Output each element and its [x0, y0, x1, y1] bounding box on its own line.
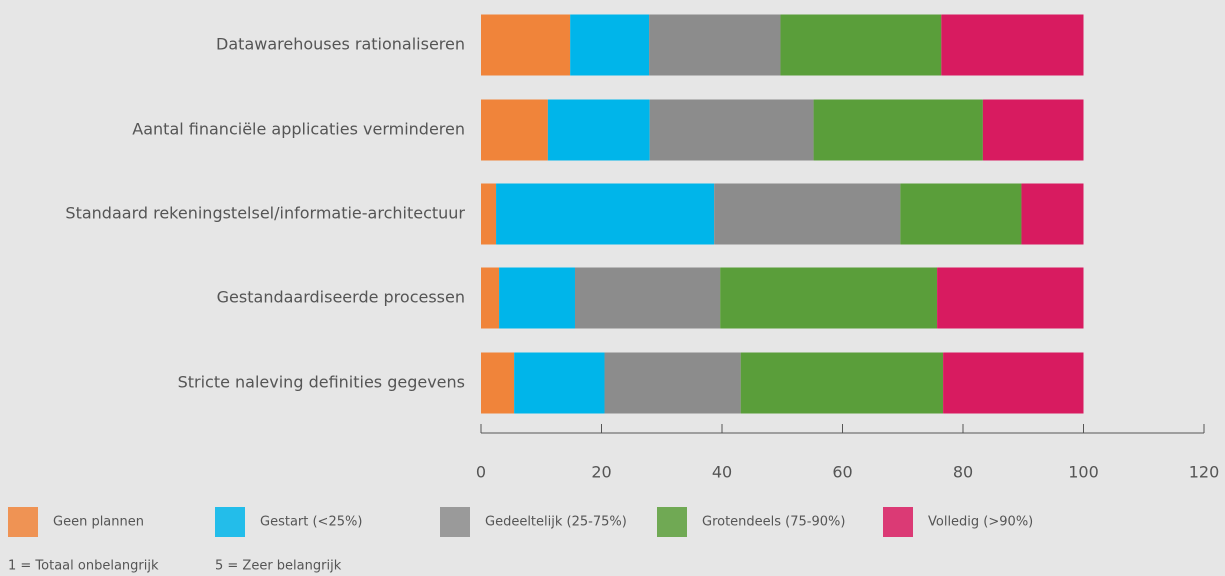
x-tick-label: 120	[1189, 463, 1220, 482]
bar-segment	[649, 99, 814, 161]
bar-segment	[740, 352, 944, 414]
bar-segment	[481, 99, 548, 161]
bar-segment	[780, 14, 942, 76]
bar-segment	[604, 352, 741, 414]
bar-segment	[649, 14, 781, 76]
legend-label: Geen plannen	[53, 515, 144, 530]
x-tick-label: 0	[476, 463, 486, 482]
category-label: Stricte naleving definities gegevens	[178, 373, 465, 392]
category-label: Standaard rekeningstelsel/informatie-arc…	[65, 204, 465, 223]
bar-segment	[1021, 183, 1084, 245]
bar-segment	[714, 183, 901, 245]
legend-label: Volledig (>90%)	[928, 515, 1033, 530]
x-tick-label: 40	[712, 463, 732, 482]
category-label: Aantal financiële applicaties vermindere…	[132, 120, 465, 139]
x-tick-label: 60	[832, 463, 852, 482]
legend-swatch	[8, 507, 38, 537]
x-tick-label: 100	[1068, 463, 1099, 482]
x-tick-label: 20	[591, 463, 611, 482]
bar-segment	[900, 183, 1022, 245]
category-label: Gestandaardiseerde processen	[217, 288, 465, 307]
bar-segment	[481, 14, 571, 76]
bar-segment	[481, 267, 500, 329]
bar-segment	[570, 14, 650, 76]
legend-swatch	[883, 507, 913, 537]
bar-segment	[499, 267, 575, 329]
note: 5 = Zeer belangrijk	[215, 559, 342, 574]
bar-segment	[574, 267, 721, 329]
bar-segment	[982, 99, 1084, 161]
x-tick-label: 80	[953, 463, 973, 482]
bar-segment	[481, 352, 515, 414]
legend-label: Gedeeltelijk (25-75%)	[485, 515, 627, 530]
bar-segment	[937, 267, 1084, 329]
bar-segment	[813, 99, 983, 161]
bar-segment	[514, 352, 605, 414]
bar-segment	[941, 14, 1084, 76]
legend-label: Grotendeels (75-90%)	[702, 515, 845, 530]
category-label: Datawarehouses rationaliseren	[216, 35, 465, 54]
legend-swatch	[657, 507, 687, 537]
legend-swatch	[215, 507, 245, 537]
legend-swatch	[440, 507, 470, 537]
legend-label: Gestart (<25%)	[260, 515, 362, 530]
note: 1 = Totaal onbelangrijk	[8, 559, 159, 574]
bar-segment	[547, 99, 650, 161]
bar-segment	[496, 183, 715, 245]
bar-segment	[720, 267, 938, 329]
bar-segment	[481, 183, 497, 245]
bar-segment	[943, 352, 1084, 414]
